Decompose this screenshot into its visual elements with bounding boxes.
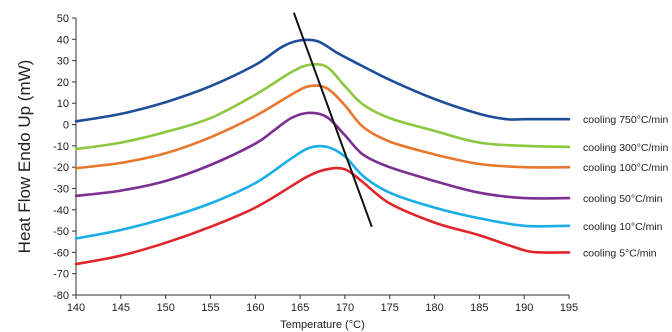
x-tick-label: 150	[156, 302, 174, 314]
peak-trend-line	[292, 12, 373, 228]
x-tick-label: 180	[425, 302, 443, 314]
y-tick-label: 20	[57, 77, 69, 89]
x-tick-label: 160	[246, 302, 264, 314]
y-tick-label: 30	[57, 56, 69, 68]
x-tick-label: 175	[381, 302, 399, 314]
x-tick-label: 190	[515, 302, 533, 314]
x-tick-label: 165	[291, 302, 309, 314]
series-line	[74, 38, 571, 123]
x-tick-label: 145	[112, 302, 130, 314]
x-tick-label: 155	[201, 302, 219, 314]
series-label: cooling 100°C/min	[583, 162, 668, 174]
series-line	[74, 62, 571, 151]
series-label: cooling 750°C/min	[583, 114, 668, 126]
y-tick-label: -40	[53, 205, 69, 217]
series-label: cooling 300°C/min	[583, 142, 668, 154]
y-tick-label: -80	[53, 290, 69, 302]
y-axis: 50 40 30 20 10 0 -10 -20 -30 -40 -50 -60 -70 -80	[53, 13, 77, 302]
annotations	[292, 12, 373, 228]
series-line	[74, 166, 571, 266]
y-tick-label: -70	[53, 269, 69, 281]
series-lines	[74, 38, 571, 266]
y-tick-label: -50	[53, 226, 69, 238]
y-tick-label: -30	[53, 183, 69, 195]
series-label: cooling 5°C/min	[583, 247, 657, 259]
series-label: cooling 10°C/min	[583, 221, 663, 233]
series-line	[74, 144, 571, 240]
x-tick-label: 170	[336, 302, 354, 314]
x-axis-title: Temperature (°C)	[280, 319, 364, 331]
series-label: cooling 50°C/min	[583, 193, 663, 205]
x-axis: 140 145 150 155 160 165 170 175 180 185 190 195	[67, 294, 578, 314]
y-tick-label: 0	[63, 120, 69, 132]
y-tick-label: -20	[53, 162, 69, 174]
series-labels: cooling 750°C/min cooling 300°C/min coolin…	[583, 114, 668, 259]
y-axis-title: Heat Flow Endo Up (mW)	[15, 60, 34, 254]
y-tick-label: 50	[57, 13, 69, 25]
series-line	[74, 84, 571, 170]
y-tick-label: -10	[53, 141, 69, 153]
x-tick-label: 185	[470, 302, 488, 314]
x-tick-label: 195	[560, 302, 578, 314]
y-tick-label: -60	[53, 247, 69, 259]
y-tick-label: 10	[57, 98, 69, 110]
series-line	[74, 111, 571, 200]
x-tick-label: 140	[67, 302, 85, 314]
y-tick-label: 40	[57, 34, 69, 46]
